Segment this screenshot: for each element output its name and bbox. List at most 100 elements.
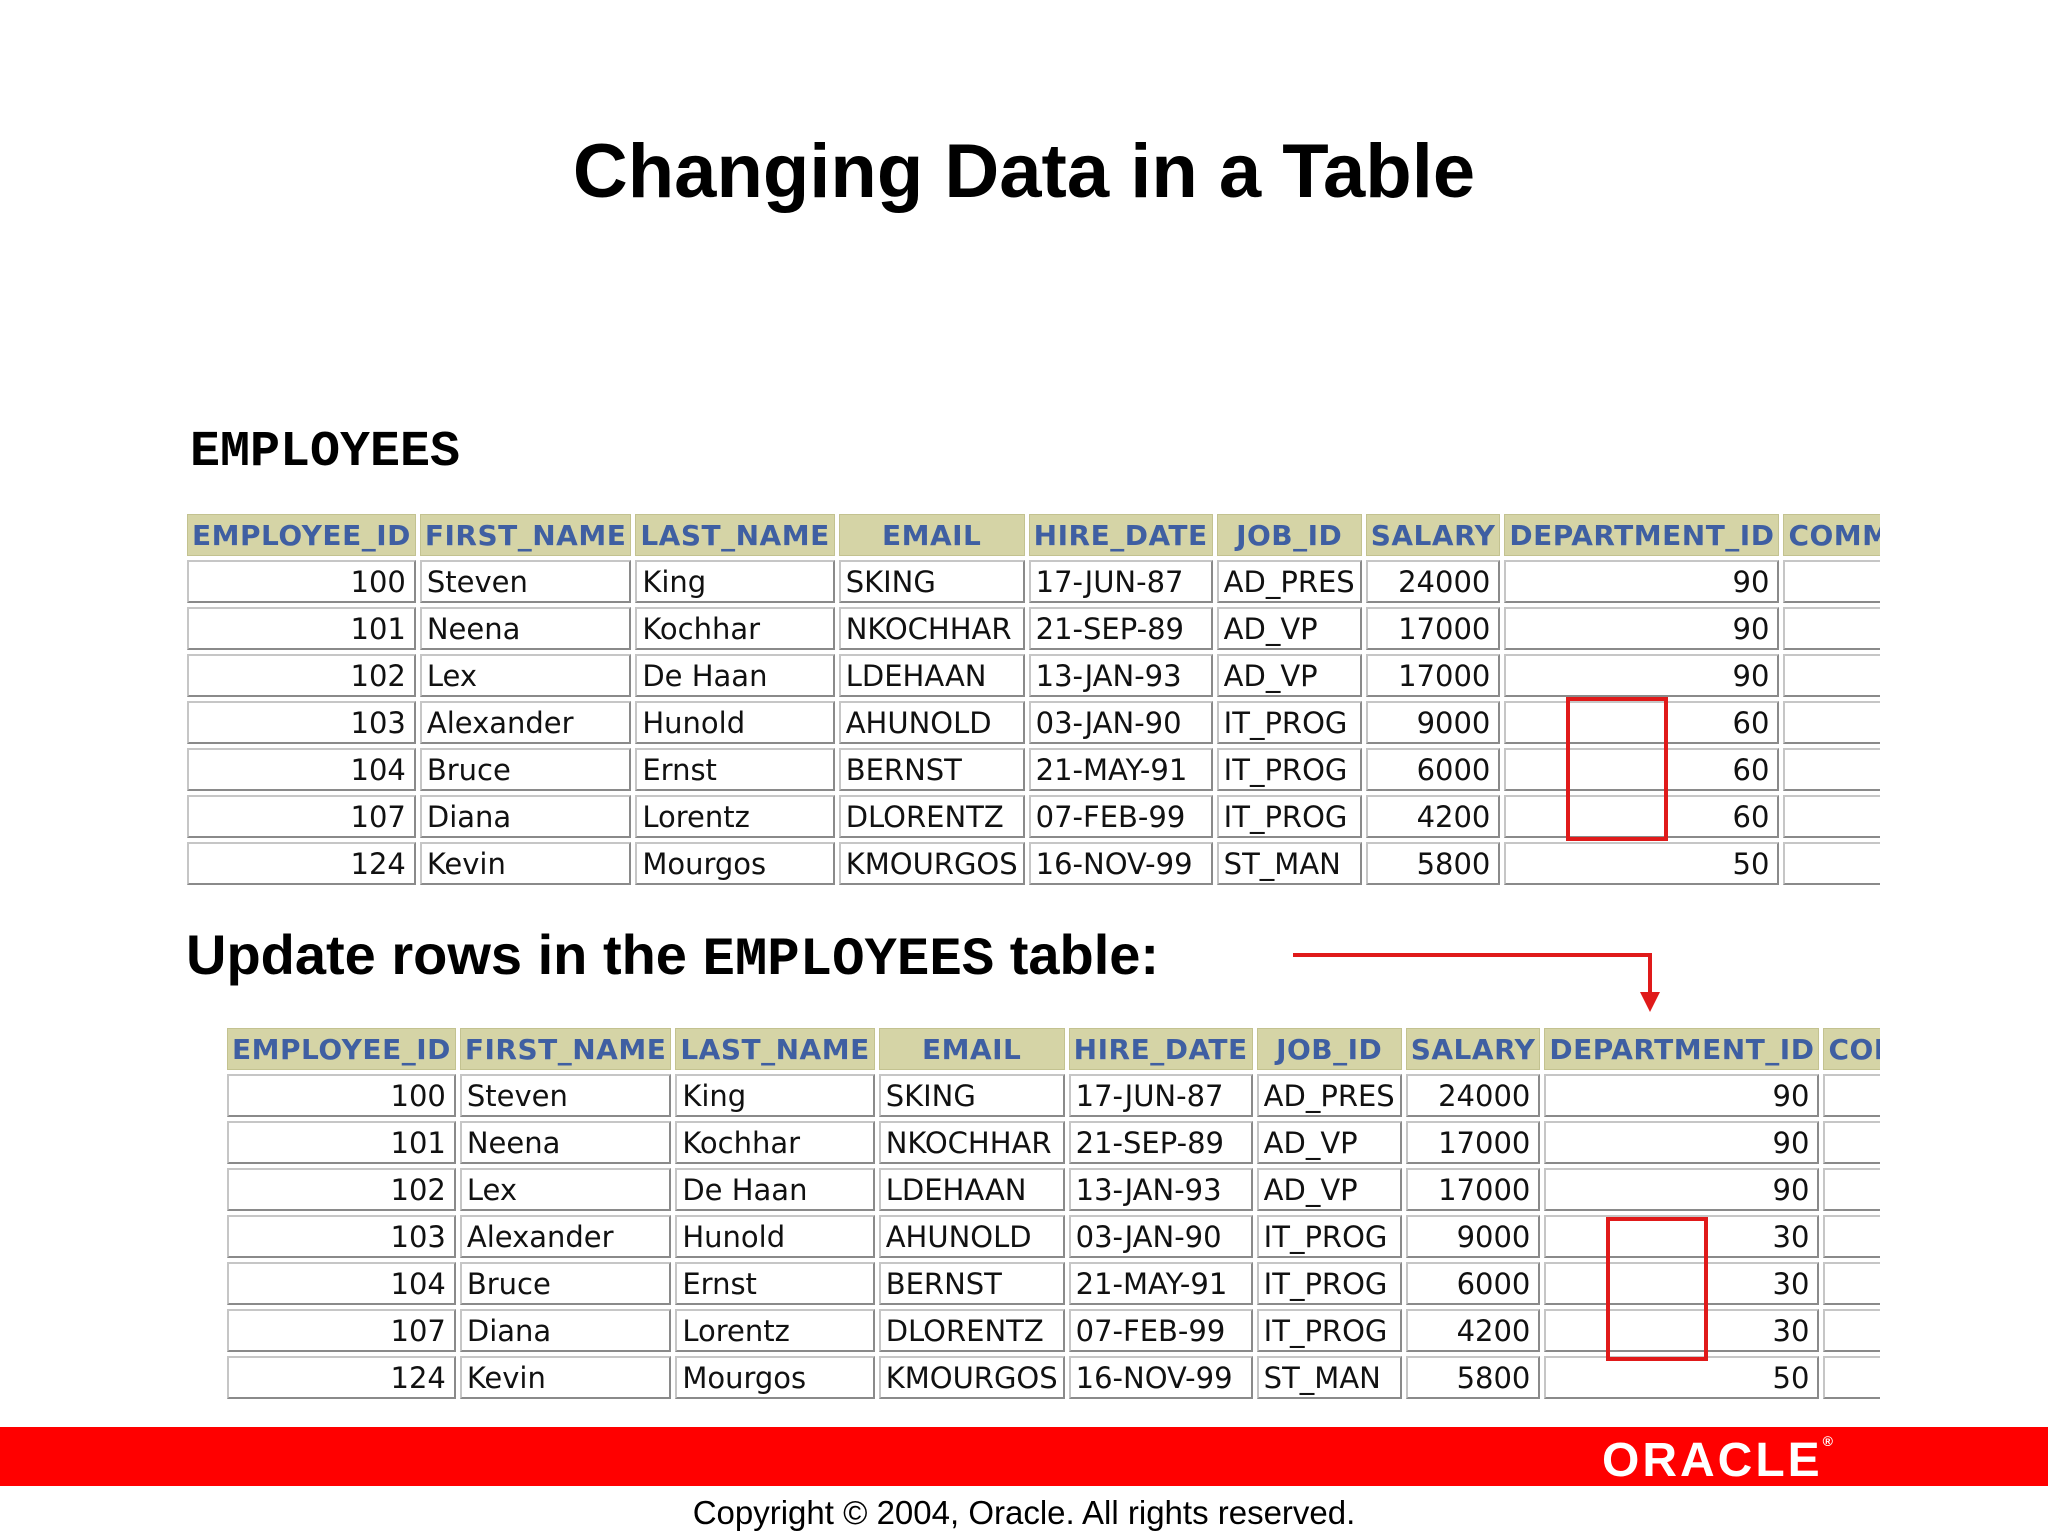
table-cell: 90 <box>1504 607 1780 650</box>
table-cell: 100 <box>187 560 416 603</box>
table-cell: 107 <box>187 795 416 838</box>
column-header: LAST_NAME <box>675 1028 875 1070</box>
column-header: SALARY <box>1405 1028 1541 1070</box>
table-cell: 24000 <box>1365 560 1501 603</box>
table-cell: 13-JAN-93 <box>1068 1168 1253 1211</box>
department-id-highlight-after <box>1606 1217 1708 1361</box>
table-row: 100 Steven King SKING 17-JUN-87 AD_PRES 24000 9… <box>227 1074 1880 1117</box>
table-cell: 101 <box>227 1121 456 1164</box>
table-row: 104 Bruce Ernst BERNST 21-MAY-91 IT_PROG 6000 6… <box>187 748 1880 791</box>
table-row: 103 Alexander Hunold AHUNOLD 03-JAN-90 IT_PRO… <box>187 701 1880 744</box>
table-cell: 90 <box>1504 560 1780 603</box>
table-cell <box>1823 1168 1880 1211</box>
table-cell <box>1823 1262 1880 1305</box>
column-header: FIRST_NAME <box>419 514 632 556</box>
table-cell: 16-NOV-99 <box>1068 1356 1253 1399</box>
table-cell: IT_PROG <box>1216 795 1362 838</box>
table-cell: AHUNOLD <box>878 1215 1065 1258</box>
table-cell: 17-JUN-87 <box>1028 560 1213 603</box>
column-header: EMPLOYEE_ID <box>187 514 416 556</box>
table-cell: AD_VP <box>1216 654 1362 697</box>
table-cell: 16-NOV-99 <box>1028 842 1213 885</box>
table-cell: DLORENTZ <box>838 795 1025 838</box>
table-cell: Kochhar <box>635 607 835 650</box>
column-header: COMMISSIO <box>1823 1028 1880 1070</box>
table-cell: 21-SEP-89 <box>1028 607 1213 650</box>
table-cell: 07-FEB-99 <box>1068 1309 1253 1352</box>
table-cell: 30 <box>1544 1309 1820 1352</box>
table-cell: AD_VP <box>1256 1121 1402 1164</box>
table-cell: Diana <box>419 795 632 838</box>
table-cell <box>1783 560 1880 603</box>
table-cell: De Haan <box>675 1168 875 1211</box>
employees-grid-after: EMPLOYEE_ID FIRST_NAME LAST_NAME EMAIL HIRE_… <box>223 1024 1880 1403</box>
table-cell: Lorentz <box>675 1309 875 1352</box>
table-row: 102 Lex De Haan LDEHAAN 13-JAN-93 AD_VP 17000 9… <box>187 654 1880 697</box>
table-cell: 9000 <box>1365 701 1501 744</box>
column-header: HIRE_DATE <box>1068 1028 1253 1070</box>
table-cell: 21-SEP-89 <box>1068 1121 1253 1164</box>
table-cell: Mourgos <box>635 842 835 885</box>
table-row: 104 Bruce Ernst BERNST 21-MAY-91 IT_PROG 6000 3… <box>227 1262 1880 1305</box>
column-header: JOB_ID <box>1216 514 1362 556</box>
table-cell: ST_MAN <box>1256 1356 1402 1399</box>
table-cell: 21-MAY-91 <box>1068 1262 1253 1305</box>
table-cell <box>1783 701 1880 744</box>
table-cell: Bruce <box>419 748 632 791</box>
table-cell: Alexander <box>459 1215 672 1258</box>
table-cell: 30 <box>1544 1215 1820 1258</box>
table-cell: AD_PRES <box>1216 560 1362 603</box>
table-cell: Neena <box>419 607 632 650</box>
table-cell: KMOURGOS <box>838 842 1025 885</box>
table-cell: Hunold <box>635 701 835 744</box>
table-name-label: EMPLOYEES <box>190 424 461 481</box>
table-cell: Alexander <box>419 701 632 744</box>
column-header: JOB_ID <box>1256 1028 1402 1070</box>
table-cell: IT_PROG <box>1256 1215 1402 1258</box>
table-cell: 07-FEB-99 <box>1028 795 1213 838</box>
employees-grid-before: EMPLOYEE_ID FIRST_NAME LAST_NAME EMAIL HIRE_… <box>183 510 1880 889</box>
table-cell: IT_PROG <box>1256 1309 1402 1352</box>
table-cell <box>1783 654 1880 697</box>
table-cell: AD_VP <box>1256 1168 1402 1211</box>
table-cell: 5800 <box>1405 1356 1541 1399</box>
table-row: 102 Lex De Haan LDEHAAN 13-JAN-93 AD_VP 17000 9… <box>227 1168 1880 1211</box>
table-cell: 104 <box>227 1262 456 1305</box>
table-cell: Neena <box>459 1121 672 1164</box>
table-cell <box>1783 795 1880 838</box>
table-row: 124 Kevin Mourgos KMOURGOS 16-NOV-99 ST_MAN 58… <box>187 842 1880 885</box>
table-cell: 24000 <box>1405 1074 1541 1117</box>
table-cell: 107 <box>227 1309 456 1352</box>
table-cell: 17000 <box>1365 607 1501 650</box>
table-cell: 21-MAY-91 <box>1028 748 1213 791</box>
table-cell <box>1823 1356 1880 1399</box>
table-cell: 90 <box>1544 1121 1820 1164</box>
table-cell: Steven <box>419 560 632 603</box>
table-cell: 103 <box>227 1215 456 1258</box>
table-cell: Bruce <box>459 1262 672 1305</box>
table-cell: 103 <box>187 701 416 744</box>
table-cell: 102 <box>227 1168 456 1211</box>
table-cell: 30 <box>1544 1262 1820 1305</box>
table-cell: 90 <box>1544 1168 1820 1211</box>
table-cell <box>1783 607 1880 650</box>
table-cell: 104 <box>187 748 416 791</box>
table-cell: SKING <box>878 1074 1065 1117</box>
caption-text-after: table: <box>994 923 1160 986</box>
caption-table-name: EMPLOYEES <box>702 930 995 991</box>
column-header: EMAIL <box>878 1028 1065 1070</box>
table-cell: 6000 <box>1365 748 1501 791</box>
update-caption: Update rows in the EMPLOYEES table: <box>186 922 1159 991</box>
table-cell: Kochhar <box>675 1121 875 1164</box>
table-cell: 50 <box>1544 1356 1820 1399</box>
table-cell: 03-JAN-90 <box>1068 1215 1253 1258</box>
table-cell <box>1783 748 1880 791</box>
table-cell <box>1823 1309 1880 1352</box>
table-cell: KMOURGOS <box>878 1356 1065 1399</box>
table-cell <box>1823 1074 1880 1117</box>
table-cell: AD_VP <box>1216 607 1362 650</box>
column-header: DEPARTMENT_ID <box>1544 1028 1820 1070</box>
table-cell: 9000 <box>1405 1215 1541 1258</box>
table-cell: 03-JAN-90 <box>1028 701 1213 744</box>
column-header: FIRST_NAME <box>459 1028 672 1070</box>
